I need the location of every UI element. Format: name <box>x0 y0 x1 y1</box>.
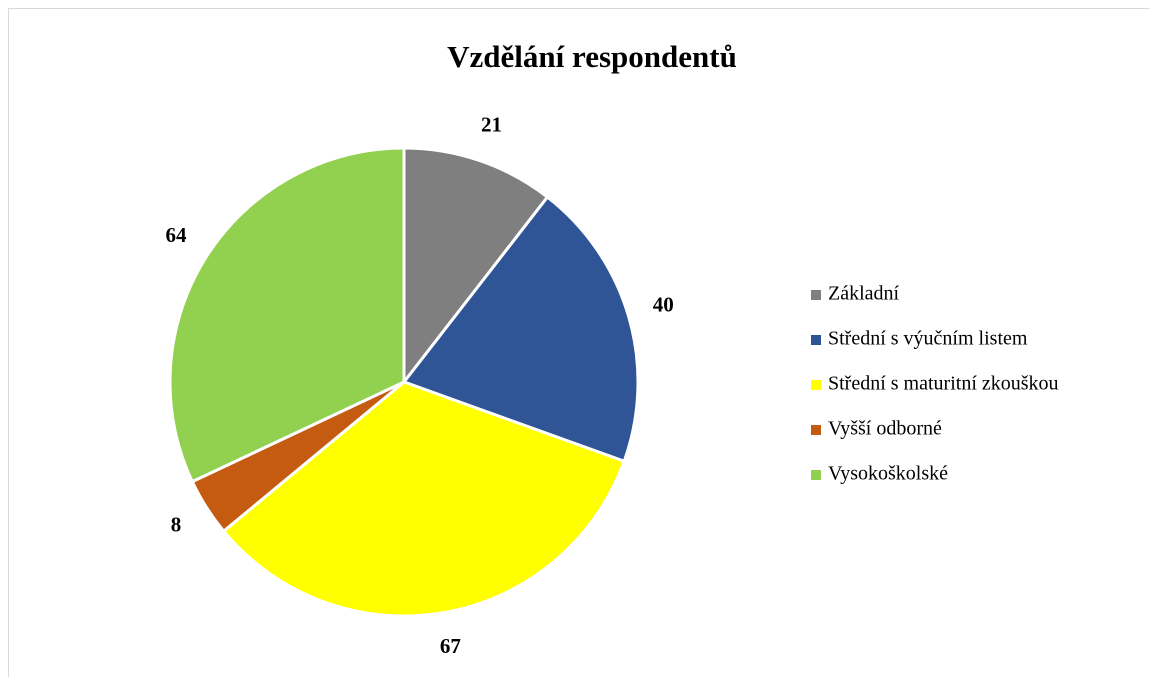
legend-swatch <box>811 470 821 480</box>
pie-slice <box>401 194 640 464</box>
pie-slice <box>402 146 550 387</box>
data-label: 64 <box>166 223 188 247</box>
legend-label: Střední s maturitní zkouškou <box>828 373 1059 395</box>
data-label: 8 <box>171 512 182 536</box>
chart-frame <box>8 8 1149 677</box>
legend-swatch <box>811 425 821 435</box>
legend-label: Vysokoškolské <box>828 463 948 485</box>
legend-swatch <box>811 335 821 345</box>
legend-swatch <box>811 380 821 390</box>
data-label: 21 <box>481 112 502 136</box>
legend-label: Střední s výučním listem <box>828 328 1028 350</box>
pie-slice <box>221 380 627 618</box>
legend-swatch <box>811 290 821 300</box>
pie-slice <box>168 146 406 484</box>
legend-label: Vyšší odborné <box>828 418 942 440</box>
legend-label: Základní <box>828 283 900 305</box>
chart-title: Vzdělání respondentů <box>447 39 737 74</box>
data-label: 67 <box>440 634 461 658</box>
data-label: 40 <box>653 292 674 316</box>
